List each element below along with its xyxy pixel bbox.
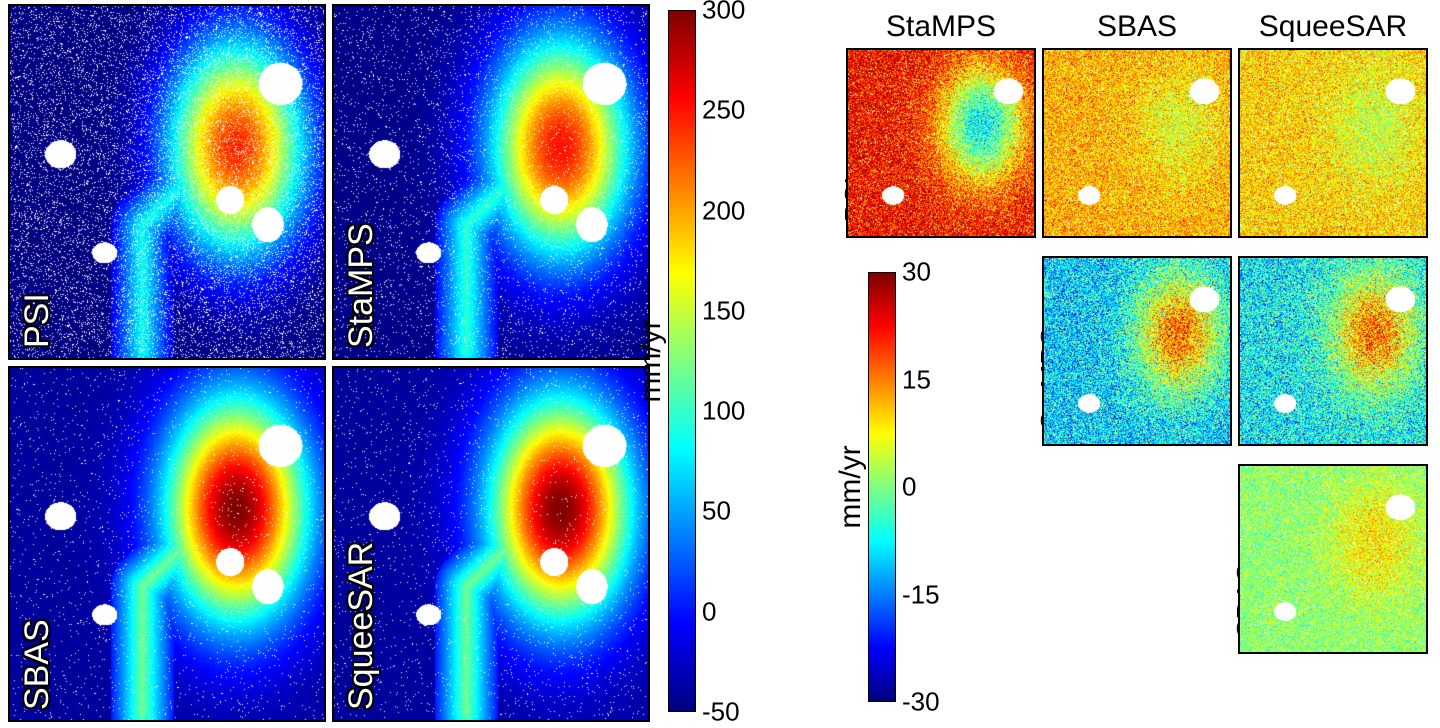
velocity-canvas bbox=[10, 6, 324, 358]
colorbar-tick: 150 bbox=[702, 295, 745, 326]
colorbar-tick: 30 bbox=[902, 257, 931, 288]
matrix-col-header: SBAS bbox=[1042, 10, 1232, 44]
colorbar-tick: 250 bbox=[702, 95, 745, 126]
diff-panel-stamps-sbas bbox=[1042, 256, 1232, 446]
panel-label: SBAS bbox=[18, 619, 57, 710]
colorbar-tick: 15 bbox=[902, 364, 931, 395]
diff-panel-psi-stamps bbox=[846, 48, 1036, 238]
colorbar-tick: -15 bbox=[902, 579, 940, 610]
diff-canvas bbox=[1240, 466, 1426, 652]
colorbar-tick: 100 bbox=[702, 396, 745, 427]
colorbar-unit: mm/yr bbox=[834, 445, 868, 528]
matrix-col-header: StaMPS bbox=[846, 10, 1036, 44]
velocity-canvas bbox=[10, 368, 324, 720]
panel-label: PSI bbox=[18, 293, 57, 348]
diff-panel-sbas-squeesar bbox=[1238, 464, 1428, 654]
colorbar-tick: 50 bbox=[702, 496, 731, 527]
diff-panel-psi-squeesar bbox=[1238, 48, 1428, 238]
colorbar-tick: 0 bbox=[902, 472, 916, 503]
diff-panel-psi-sbas bbox=[1042, 48, 1232, 238]
matrix-col-header: SqueeSAR bbox=[1238, 10, 1428, 44]
colorbar-unit: mm/yr bbox=[634, 319, 668, 402]
diff-canvas bbox=[848, 50, 1034, 236]
colorbar-tick: 0 bbox=[702, 596, 716, 627]
diff-canvas bbox=[1240, 258, 1426, 444]
colorbar-tick: -50 bbox=[702, 697, 740, 728]
figure-stage: PSIStaMPSSBASSqueeSAR300250200150100500-… bbox=[0, 0, 1440, 722]
colorbar-ramp bbox=[868, 272, 896, 702]
colorbar-tick: 200 bbox=[702, 195, 745, 226]
velocity-canvas bbox=[334, 368, 648, 720]
panel-label: StaMPS bbox=[342, 223, 381, 348]
diff-panel-stamps-squeesar bbox=[1238, 256, 1428, 446]
colorbar-ramp bbox=[668, 10, 696, 712]
diff-canvas bbox=[1044, 258, 1230, 444]
diff-canvas bbox=[1044, 50, 1230, 236]
diff-canvas bbox=[1240, 50, 1426, 236]
colorbar-tick: -30 bbox=[902, 687, 940, 718]
colorbar-tick: 300 bbox=[702, 0, 745, 26]
panel-label: SqueeSAR bbox=[342, 542, 381, 710]
velocity-canvas bbox=[334, 6, 648, 358]
